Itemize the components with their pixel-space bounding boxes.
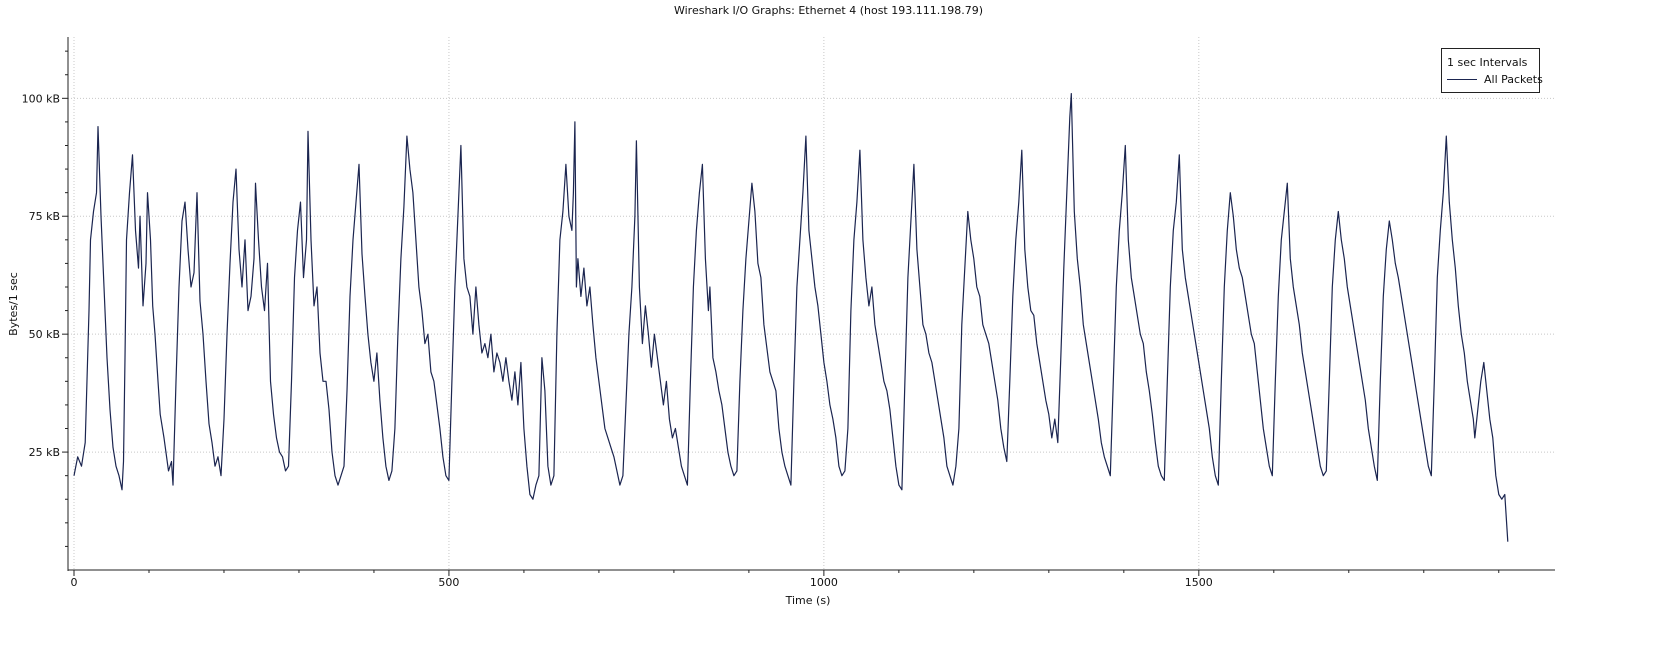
grid-layer <box>68 37 1555 570</box>
y-tick-label: 75 kB <box>29 210 60 223</box>
x-tick-label: 0 <box>70 576 77 589</box>
y-tick-label: 50 kB <box>29 328 60 341</box>
x-tick-label: 1500 <box>1185 576 1213 589</box>
legend-label: All Packets <box>1484 73 1543 86</box>
y-axis-label: Bytes/1 sec <box>7 272 20 336</box>
legend-swatch <box>1447 79 1477 80</box>
legend: 1 sec Intervals All Packets <box>1441 48 1543 93</box>
y-tick-label: 25 kB <box>29 446 60 459</box>
series-layer <box>73 93 1509 542</box>
y-tick-label: 100 kB <box>22 92 60 105</box>
legend-item-all-packets: All Packets <box>1447 73 1543 86</box>
x-axis-label: Time (s) <box>785 594 831 607</box>
legend-title: 1 sec Intervals <box>1447 56 1528 69</box>
series-line-all-packets <box>73 93 1509 542</box>
x-tick-label: 500 <box>438 576 459 589</box>
x-tick-label: 1000 <box>810 576 838 589</box>
axes-layer <box>67 37 1555 571</box>
ticks-layer: 0 500 1000 1500 25 kB 50 kB 75 kB 100 kB <box>22 50 1500 589</box>
chart-title: Wireshark I/O Graphs: Ethernet 4 (host 1… <box>673 4 984 17</box>
